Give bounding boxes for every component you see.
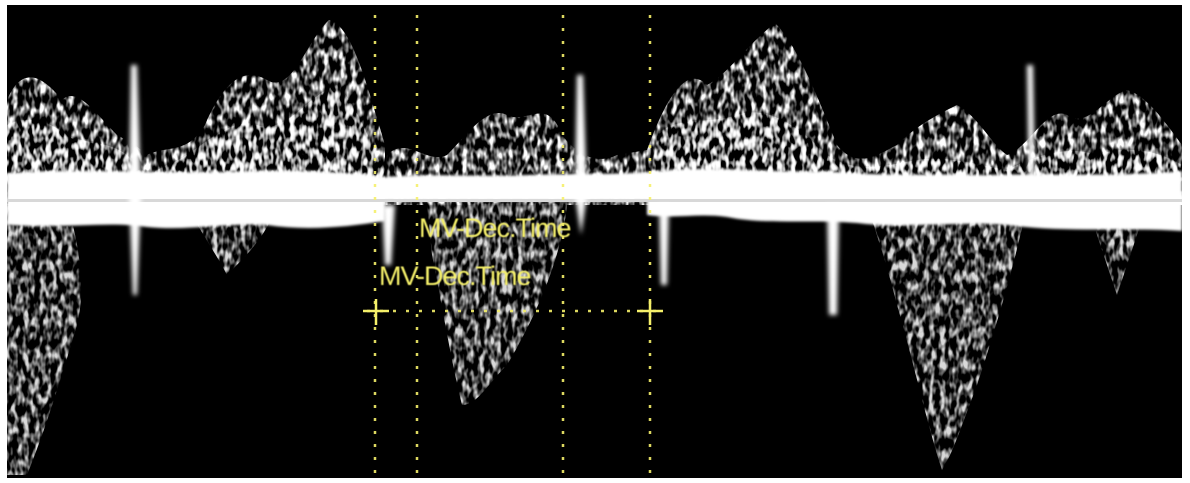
- measurement-label-1: MV-Dec.Time: [419, 213, 572, 243]
- doppler-spectrum: [7, 20, 1182, 475]
- caliper-cross-right: [637, 299, 663, 325]
- doppler-display: MV-Dec.Time MV-Dec.Time: [7, 5, 1182, 478]
- signal-spikes: [129, 65, 1035, 315]
- reverse-flow-envelope: [7, 205, 1147, 475]
- caliper-cross-left: [363, 299, 389, 325]
- measurement-overlay: [363, 15, 663, 478]
- zero-baseline: [7, 199, 1182, 202]
- measurement-label-2: MV-Dec.Time: [379, 261, 532, 291]
